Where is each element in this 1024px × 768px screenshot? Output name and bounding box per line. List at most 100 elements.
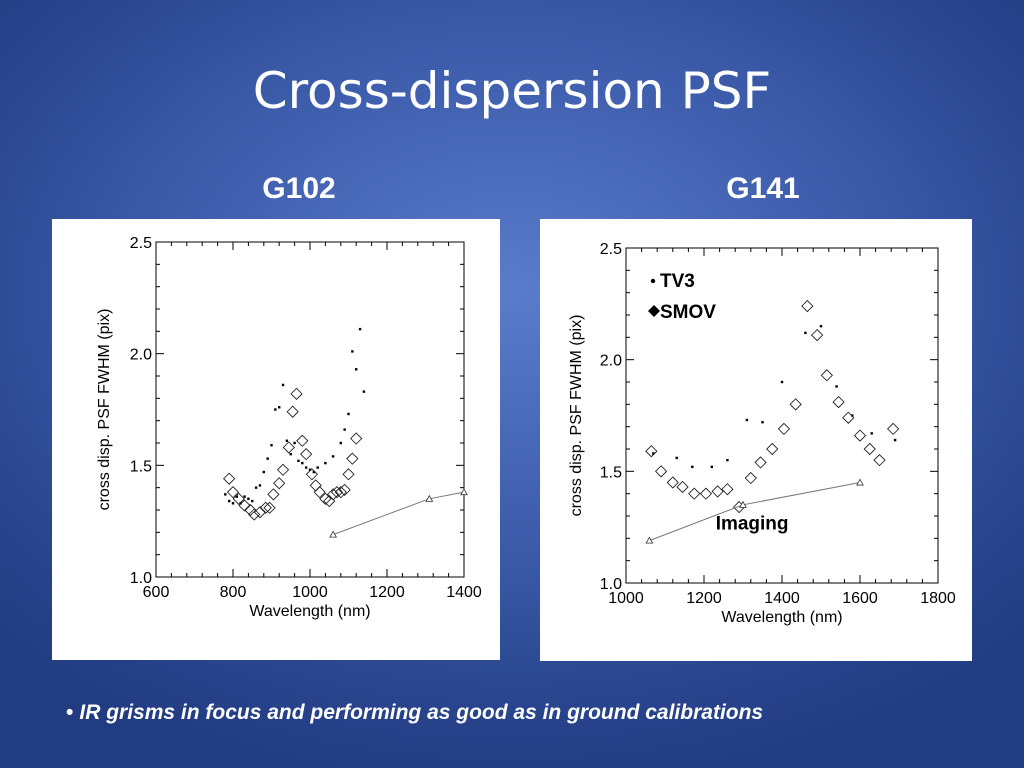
- tv3-data-point: [652, 452, 655, 455]
- imaging-data-point: [329, 530, 337, 538]
- panel-title-g141: G141: [726, 172, 800, 205]
- smov-data-point: [350, 432, 363, 445]
- tv3-data-point: [351, 350, 354, 353]
- tv3-data-point: [297, 459, 300, 463]
- smov-data-point: [887, 422, 900, 436]
- y-axis-label: cross disp. PSF FWHM (pix): [568, 315, 585, 517]
- smov-data-point: [754, 456, 767, 469]
- tv3-data-point: [227, 499, 231, 503]
- tv3-data-point: [301, 461, 304, 465]
- smov-data-point: [766, 442, 779, 456]
- x-tick-label: 1200: [686, 590, 722, 607]
- imaging-data-point: [460, 488, 468, 496]
- y-tick-label: 1.0: [600, 576, 622, 593]
- smov-data-point: [223, 472, 236, 485]
- smov-data-point: [810, 328, 824, 342]
- x-axis-label: Wavelength (nm): [721, 609, 842, 626]
- legend-dot-marker: [650, 278, 656, 284]
- smov-data-point: [248, 508, 261, 521]
- g141-chart-panel: 1000 1200 1400 1600 1800 1.0 1.5 2.0 2.5 Waveleng…: [540, 219, 972, 661]
- tv3-data-point: [251, 499, 254, 503]
- bullet-point: • IR grisms in focus and performing as go…: [66, 701, 763, 725]
- tv3-data-point: [316, 466, 319, 469]
- smov-data-point: [226, 485, 240, 499]
- tv3-data-point: [339, 441, 342, 445]
- smov-data-point: [744, 471, 757, 485]
- y-tick-label: 2.0: [130, 347, 152, 364]
- smov-data-point: [319, 492, 332, 505]
- legend-diamond-marker: [648, 305, 660, 317]
- smov-data-point: [232, 492, 245, 505]
- smov-data-point: [290, 387, 303, 401]
- y-axis-label: cross disp. PSF FWHM (pix): [96, 309, 113, 511]
- imaging-series-line: [332, 491, 465, 536]
- imaging-data-point: [856, 478, 864, 486]
- imaging-data-point: [425, 494, 434, 502]
- tv3-data-point: [312, 470, 316, 474]
- smov-data-point: [688, 487, 701, 500]
- tv3-data-point: [324, 461, 327, 465]
- tv3-data-point: [355, 368, 358, 371]
- smov-data-point: [267, 488, 280, 501]
- tv3-data-point: [358, 327, 362, 331]
- plot-frame: [155, 241, 465, 578]
- smov-data-point: [259, 501, 272, 514]
- tv3-data-point: [870, 432, 873, 435]
- smov-data-point: [666, 476, 679, 489]
- tv3-data-point: [691, 465, 694, 469]
- smov-data-point: [244, 503, 257, 517]
- x-tick-label: 1400: [764, 590, 800, 607]
- smov-data-point: [300, 448, 313, 461]
- smov-data-point: [296, 434, 309, 447]
- x-tick-label: 1200: [369, 584, 405, 601]
- y-tick-label: 2.5: [130, 235, 152, 252]
- tv3-data-point: [761, 421, 764, 424]
- x-tick-label: 1800: [920, 590, 956, 607]
- x-tick-label: 1400: [446, 584, 482, 601]
- tv3-data-point: [745, 418, 749, 422]
- tv3-data-point: [262, 470, 265, 474]
- tv3-data-point: [293, 441, 296, 445]
- tv3-data-point: [819, 324, 823, 328]
- tv3-data-point: [893, 438, 897, 442]
- x-tick-label: 600: [143, 584, 170, 601]
- tv3-data-point: [278, 406, 281, 409]
- tv3-data-point: [780, 380, 784, 384]
- smov-data-point: [313, 485, 326, 499]
- smov-data-point: [789, 398, 802, 411]
- tv3-data-point: [254, 486, 258, 489]
- tv3-data-point: [347, 412, 350, 416]
- tv3-data-point: [804, 331, 807, 335]
- smov-data-point: [346, 452, 359, 465]
- smov-data-point: [282, 441, 295, 454]
- panel-title-g102: G102: [262, 172, 336, 205]
- y-tick-label: 1.5: [130, 458, 152, 475]
- tv3-data-point: [331, 455, 335, 458]
- bullet-dot: •: [66, 701, 74, 724]
- tv3-data-point: [235, 495, 239, 498]
- y-tick-label: 1.0: [130, 570, 152, 587]
- smov-data-point: [338, 483, 351, 497]
- smov-data-point: [711, 485, 724, 498]
- tv3-data-point: [304, 466, 308, 469]
- tv3-data-point: [247, 497, 250, 501]
- tv3-data-point: [285, 439, 289, 442]
- smov-data-point: [820, 369, 833, 382]
- tv3-data-point: [266, 457, 269, 460]
- imaging-data-point: [739, 500, 747, 508]
- g141-chart: 1000 1200 1400 1600 1800 1.0 1.5 2.0 2.5 Waveleng…: [568, 241, 956, 626]
- smov-data-point: [873, 454, 886, 467]
- smov-data-point: [263, 501, 276, 514]
- y-tick-label: 2.0: [600, 353, 622, 370]
- imaging-annotation: Imaging: [716, 513, 789, 534]
- smov-data-point: [832, 395, 845, 409]
- x-tick-label: 800: [220, 584, 247, 601]
- legend-tv3-label: TV3: [660, 271, 695, 292]
- tv3-data-point: [835, 385, 838, 388]
- tv3-data-point: [243, 495, 246, 498]
- tv3-data-point: [362, 390, 366, 393]
- tv3-data-point: [270, 444, 273, 447]
- imaging-data-point: [645, 536, 654, 544]
- tv3-data-point: [710, 465, 713, 469]
- x-tick-label: 1000: [292, 584, 328, 601]
